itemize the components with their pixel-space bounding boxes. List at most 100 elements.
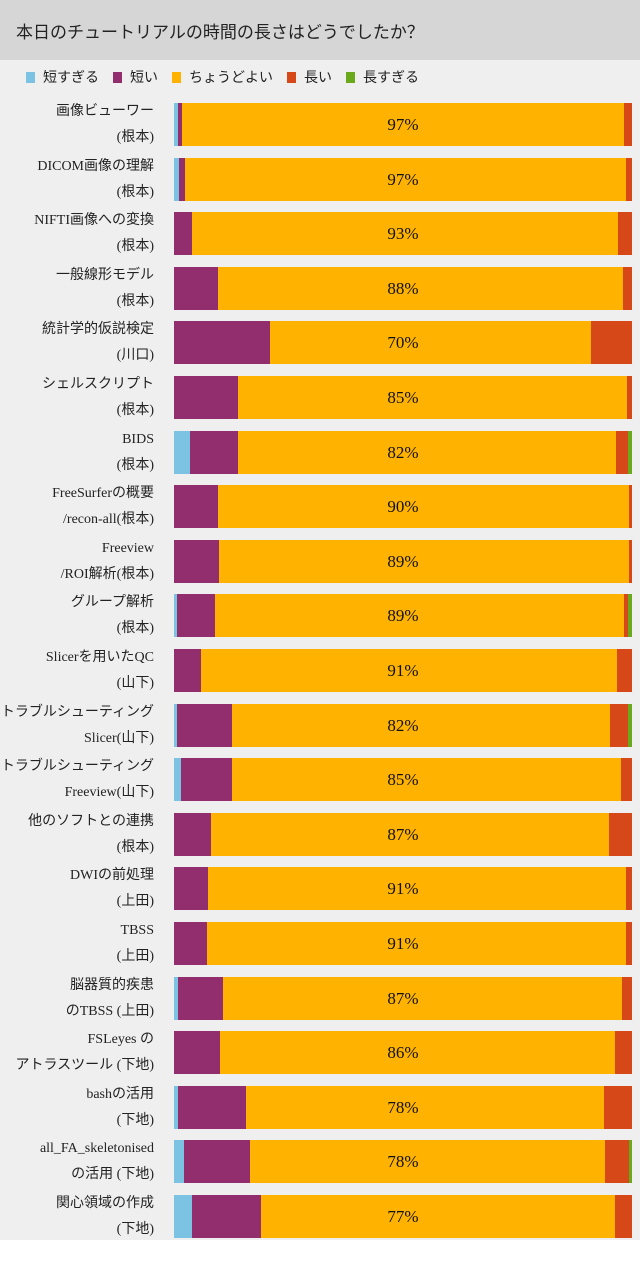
legend-label: 長すぎる [363,70,419,86]
legend-swatch [172,71,181,83]
category-label-line: FreeSurferの概要 [52,486,154,502]
bar-row: 他のソフトとの連携 (根本) 87% [0,812,640,857]
bar-row: all_FA_skeletonised の活用 (下地) 78% [0,1140,640,1184]
category-label-line: (根本) [116,184,154,200]
category-label: トラブルシューティング Freeview(山下) [1,754,154,806]
bar-segment-3 [626,157,632,201]
bar-segment-1 [174,867,208,911]
stacked-bar [174,976,632,1020]
stacked-bar [174,157,632,201]
category-label-line: グループ解析 [70,595,154,611]
category-label: 脳器質的疾患 のTBSS (上田) [66,973,154,1025]
legend-item: 長い [287,67,332,87]
bar-row: グループ解析 (根本) 89% [0,594,640,638]
bar-segment-4 [628,703,632,747]
bar-segment-2 [231,758,621,802]
bar-segment-1 [177,594,215,638]
bar-row: NIFTI画像への変換 (根本) 93% [0,212,640,256]
bar-segment-1 [174,812,211,856]
bar-segment-1 [177,1085,246,1129]
bar-segment-1 [180,758,232,802]
category-label: FreeSurferの概要/recon-all(根本) [52,481,154,533]
category-label-line: NIFTI画像への変換 [34,213,154,229]
bar-segment-2 [219,1031,615,1075]
category-label-line: の活用 (下地) [71,1167,154,1183]
bar-segment-1 [184,1140,250,1184]
stacked-bar [174,1031,632,1075]
category-label: グループ解析 (根本) [71,590,154,642]
stacked-bar [174,1195,632,1238]
bar-segment-2 [210,812,610,856]
bar-segment-1 [174,1031,220,1075]
bar-row: トラブルシューティング Slicer(山下) 82% [0,703,640,748]
bar-segment-1 [174,376,239,419]
bar-segment-0 [174,976,178,1020]
bar-segment-3 [609,812,632,856]
bar-segment-0 [174,157,179,201]
category-label-line: トラブルシューティング [0,704,154,720]
bar-segment-1 [191,1195,262,1238]
category-label-line: DWIの前処理 [70,868,154,884]
bar-segment-2 [231,703,610,747]
category-label: all_FA_skeletonised の活用 (下地) [40,1136,154,1188]
bar-segment-2 [270,321,591,365]
category-label-line: FSLeyes の [87,1032,155,1048]
category-label: Slicerを用いたQC (山下) [46,645,154,697]
bar-row: FSLeyes のアトラスツール (下地) 86% [0,1031,640,1075]
stacked-bar [174,539,632,583]
category-label-line: (根本) [116,457,154,473]
bar-segment-0 [174,758,181,802]
category-label-line: 関心領域の作成 [56,1196,154,1211]
legend-item: 短い [113,67,158,87]
bar-row: Slicerを用いたQC (山下) 91% [0,649,640,693]
category-label-line: トラブルシューティング [0,759,154,775]
bar-row: Freeview/ROI解析(根本) 89% [0,539,640,584]
bar-segment-2 [201,649,618,692]
bar-segment-2 [217,485,630,529]
bar-segment-2 [184,157,627,201]
bar-segment-1 [177,976,223,1020]
bar-segment-3 [617,649,632,692]
bar-segment-3 [590,321,632,365]
chart-title: 本日のチュートリアルの時間の長さはどうでしたか？ [16,23,424,43]
bar-segment-0 [174,1140,185,1184]
category-label-line: TBSS [120,923,154,938]
legend-label: 短い [130,70,158,86]
category-label-line: (下地) [116,1112,154,1128]
bar-row: FreeSurferの概要/recon-all(根本) 90% [0,485,640,529]
bar-row: DWIの前処理 (上田) 91% [0,867,640,911]
bar-segment-3 [625,922,632,965]
bar-segment-3 [624,594,629,638]
category-label-line: /recon-all(根本) [63,512,154,528]
bar-row: 脳器質的疾患 のTBSS (上田) 87% [0,976,640,1021]
bar-segment-1 [174,266,218,310]
bar-segment-0 [174,430,190,474]
category-label-line: BIDS [122,431,154,447]
bar-segment-2 [222,976,622,1020]
bar-segment-1 [174,485,218,529]
bar-segment-1 [174,539,219,583]
category-label-line: (川口) [116,348,154,364]
bar-segment-2 [238,376,628,419]
category-label: TBSS (上田) [117,918,154,970]
bar-segment-3 [604,1085,632,1129]
bar-segment-0 [174,703,178,747]
category-label: 他のソフトとの連携 (根本) [28,809,154,861]
category-label-line: のTBSS (上田) [65,1003,154,1019]
category-label-line: シェルスクリプト [42,377,154,392]
bar-segment-2 [206,922,626,965]
bar-row: トラブルシューティング Freeview(山下) 85% [0,758,640,802]
bar-segment-2 [214,594,625,638]
category-label-line: 他のソフトとの連携 [28,813,154,829]
category-label-line: all_FA_skeletonised [39,1141,154,1157]
stacked-bar [174,812,632,856]
category-label-line: (下地) [116,1222,154,1237]
stacked-bar [174,867,632,911]
bar-segment-2 [182,103,624,146]
category-label-line: (根本) [116,839,154,855]
bar-segment-3 [621,976,632,1020]
legend-item: ちょうどよい [172,67,273,87]
bar-segment-3 [628,539,632,583]
bar-segment-1 [189,430,239,474]
category-label-line: 統計学的仮説検定 [42,322,154,338]
